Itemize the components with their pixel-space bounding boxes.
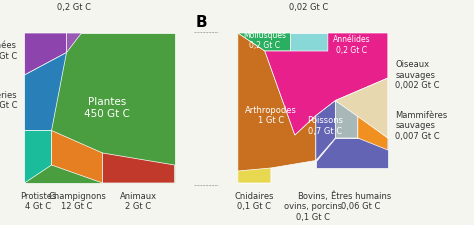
Polygon shape bbox=[358, 115, 388, 150]
Polygon shape bbox=[25, 130, 52, 183]
Text: Champignons
12 Gt C: Champignons 12 Gt C bbox=[48, 192, 106, 211]
Text: Cnidaires
0,1 Gt C: Cnidaires 0,1 Gt C bbox=[235, 192, 274, 211]
Polygon shape bbox=[316, 138, 388, 168]
Polygon shape bbox=[102, 153, 174, 183]
Polygon shape bbox=[25, 33, 66, 75]
Polygon shape bbox=[52, 130, 102, 183]
Polygon shape bbox=[335, 78, 388, 138]
Text: Mollusques
0,2 Gt C: Mollusques 0,2 Gt C bbox=[243, 31, 286, 50]
Text: Bovins,
ovins, porcins
0,1 Gt C: Bovins, ovins, porcins 0,1 Gt C bbox=[284, 192, 342, 222]
Text: Plantes
450 Gt C: Plantes 450 Gt C bbox=[84, 97, 130, 119]
Polygon shape bbox=[265, 33, 388, 135]
Polygon shape bbox=[66, 33, 82, 52]
Polygon shape bbox=[238, 168, 271, 183]
Polygon shape bbox=[25, 52, 66, 130]
Text: Annélides
0,2 Gt C: Annélides 0,2 Gt C bbox=[333, 35, 371, 55]
Text: Virus
0,2 Gt C: Virus 0,2 Gt C bbox=[57, 0, 91, 12]
Text: Protistes
4 Gt C: Protistes 4 Gt C bbox=[20, 192, 56, 211]
Text: Arthropodes
1 Gt C: Arthropodes 1 Gt C bbox=[245, 106, 297, 125]
Polygon shape bbox=[238, 33, 291, 51]
Text: Mammifères
sauvages
0,007 Gt C: Mammifères sauvages 0,007 Gt C bbox=[395, 111, 447, 141]
Text: B: B bbox=[196, 15, 208, 30]
Polygon shape bbox=[335, 101, 358, 138]
Polygon shape bbox=[238, 33, 316, 183]
Text: Nématodes
0,02 Gt C: Nématodes 0,02 Gt C bbox=[284, 0, 332, 12]
Text: Archées
7 Gt C: Archées 7 Gt C bbox=[0, 41, 17, 61]
Text: Animaux
2 Gt C: Animaux 2 Gt C bbox=[120, 192, 157, 211]
Polygon shape bbox=[291, 33, 328, 51]
Polygon shape bbox=[316, 101, 335, 160]
Text: Poissons
0,7 Gt C: Poissons 0,7 Gt C bbox=[307, 116, 343, 136]
Text: Êtres humains
0,06 Gt C: Êtres humains 0,06 Gt C bbox=[331, 192, 391, 211]
Polygon shape bbox=[25, 33, 174, 183]
Text: Oiseaux
sauvages
0,002 Gt C: Oiseaux sauvages 0,002 Gt C bbox=[395, 60, 440, 90]
Text: Bactéries
70 Gt C: Bactéries 70 Gt C bbox=[0, 91, 17, 110]
